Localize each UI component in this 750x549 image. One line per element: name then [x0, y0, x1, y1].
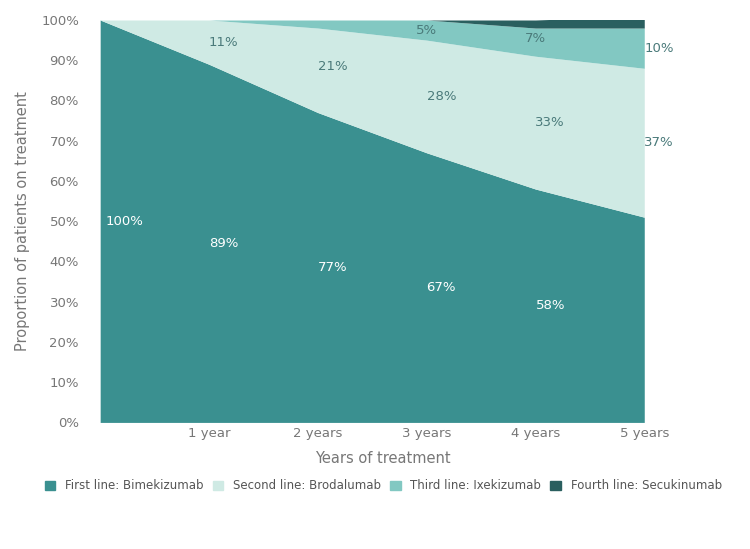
Text: 51%: 51%: [644, 313, 674, 326]
Text: 89%: 89%: [209, 237, 238, 250]
Text: 21%: 21%: [318, 60, 347, 73]
Text: 37%: 37%: [644, 136, 674, 149]
X-axis label: Years of treatment: Years of treatment: [315, 451, 451, 467]
Y-axis label: Proportion of patients on treatment: Proportion of patients on treatment: [15, 91, 30, 351]
Text: 3%: 3%: [644, 20, 665, 32]
Text: 11%: 11%: [209, 36, 238, 49]
Text: 7%: 7%: [525, 32, 546, 44]
Text: 77%: 77%: [318, 261, 347, 274]
Legend: First line: Bimekizumab, Second line: Brodalumab, Third line: Ixekizumab, Fourth: First line: Bimekizumab, Second line: Br…: [40, 474, 726, 497]
Text: 33%: 33%: [536, 116, 565, 129]
Text: 100%: 100%: [106, 215, 143, 228]
Text: 58%: 58%: [536, 299, 565, 312]
Text: 28%: 28%: [427, 90, 456, 103]
Text: 10%: 10%: [644, 42, 674, 55]
Text: 67%: 67%: [427, 281, 456, 294]
Text: 5%: 5%: [416, 24, 437, 37]
